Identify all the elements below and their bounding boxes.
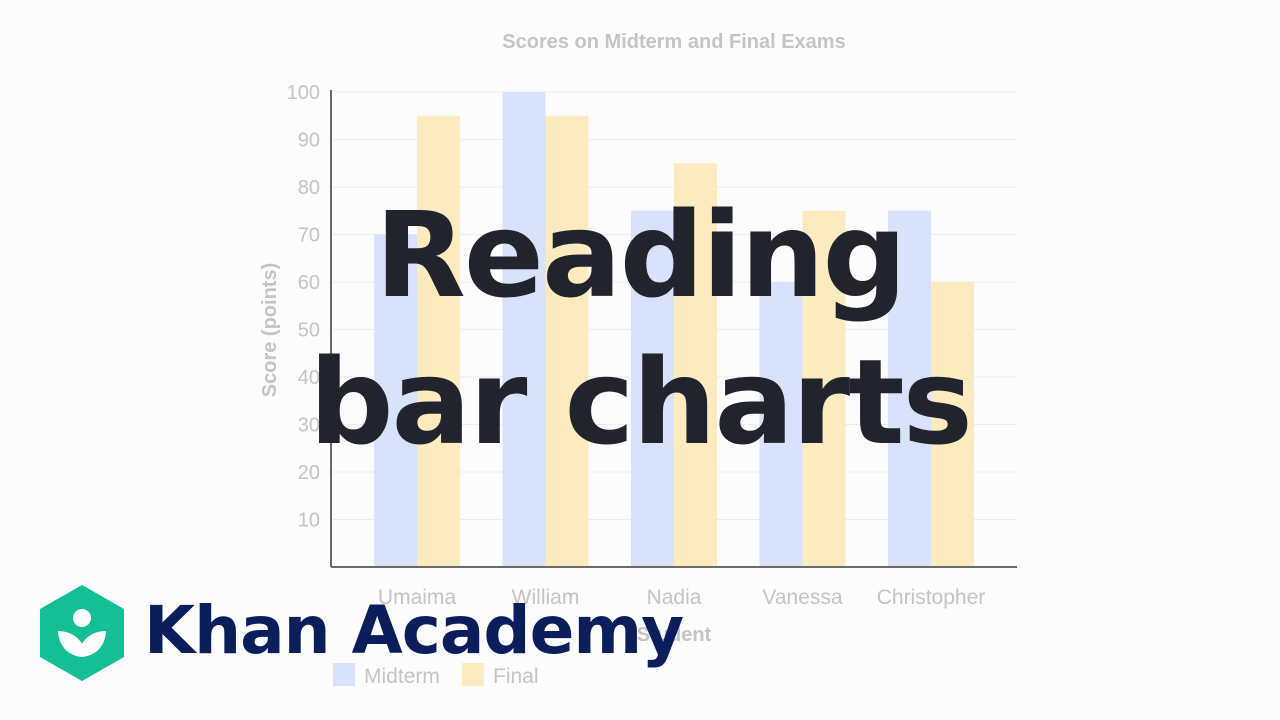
legend-label-final: Final	[493, 665, 539, 688]
legend: Midterm Final	[333, 663, 539, 688]
bar-final-william	[545, 115, 589, 567]
chart-title: Scores on Midterm and Final Exams	[502, 31, 845, 53]
legend-swatch-final	[462, 663, 484, 686]
brand-name: Khan Academy	[144, 592, 684, 669]
y-tick-label: 90	[298, 130, 320, 152]
bar-midterm-christopher	[888, 210, 931, 567]
x-category-label: Vanessa	[762, 586, 842, 609]
x-category-label: Nadia	[647, 586, 702, 609]
video-title-line2: bar charts	[309, 333, 973, 471]
y-tick-label: 60	[298, 272, 320, 294]
y-axis-title: Score (points)	[259, 263, 281, 397]
bar-midterm-william	[502, 92, 546, 567]
bar-final-nadia	[674, 163, 717, 567]
bar-final-umaima	[417, 115, 460, 567]
x-category-label: William	[512, 586, 580, 609]
bar-midterm-umaima	[374, 234, 417, 567]
video-title-line1: Reading	[375, 186, 907, 324]
bar-midterm-nadia	[631, 210, 674, 567]
y-tick-label: 80	[298, 177, 320, 199]
y-tick-label: 70	[298, 225, 320, 247]
y-tick-label: 10	[298, 510, 320, 532]
legend-label-midterm: Midterm	[364, 665, 440, 688]
y-tick-label: 100	[287, 82, 320, 104]
x-category-label: Christopher	[877, 586, 986, 609]
x-category-labels: Umaima William Nadia Vanessa Christopher	[378, 586, 985, 609]
bar-final-vanessa	[802, 210, 846, 567]
bars	[374, 92, 974, 567]
y-tick-label: 40	[298, 367, 320, 389]
axes	[330, 90, 1017, 568]
khan-academy-logo-icon	[40, 585, 124, 681]
x-axis-title: Student	[637, 624, 712, 646]
y-tick-label: 20	[298, 462, 320, 484]
bar-final-christopher	[931, 282, 974, 567]
legend-swatch-midterm	[333, 663, 355, 686]
y-tick-labels: 10 20 30 40 50 60 70 80 90 100	[287, 82, 320, 532]
bar-midterm-vanessa	[759, 282, 803, 567]
x-category-label: Umaima	[378, 586, 456, 609]
y-tick-label: 30	[298, 415, 320, 437]
y-tick-label: 50	[298, 320, 320, 342]
